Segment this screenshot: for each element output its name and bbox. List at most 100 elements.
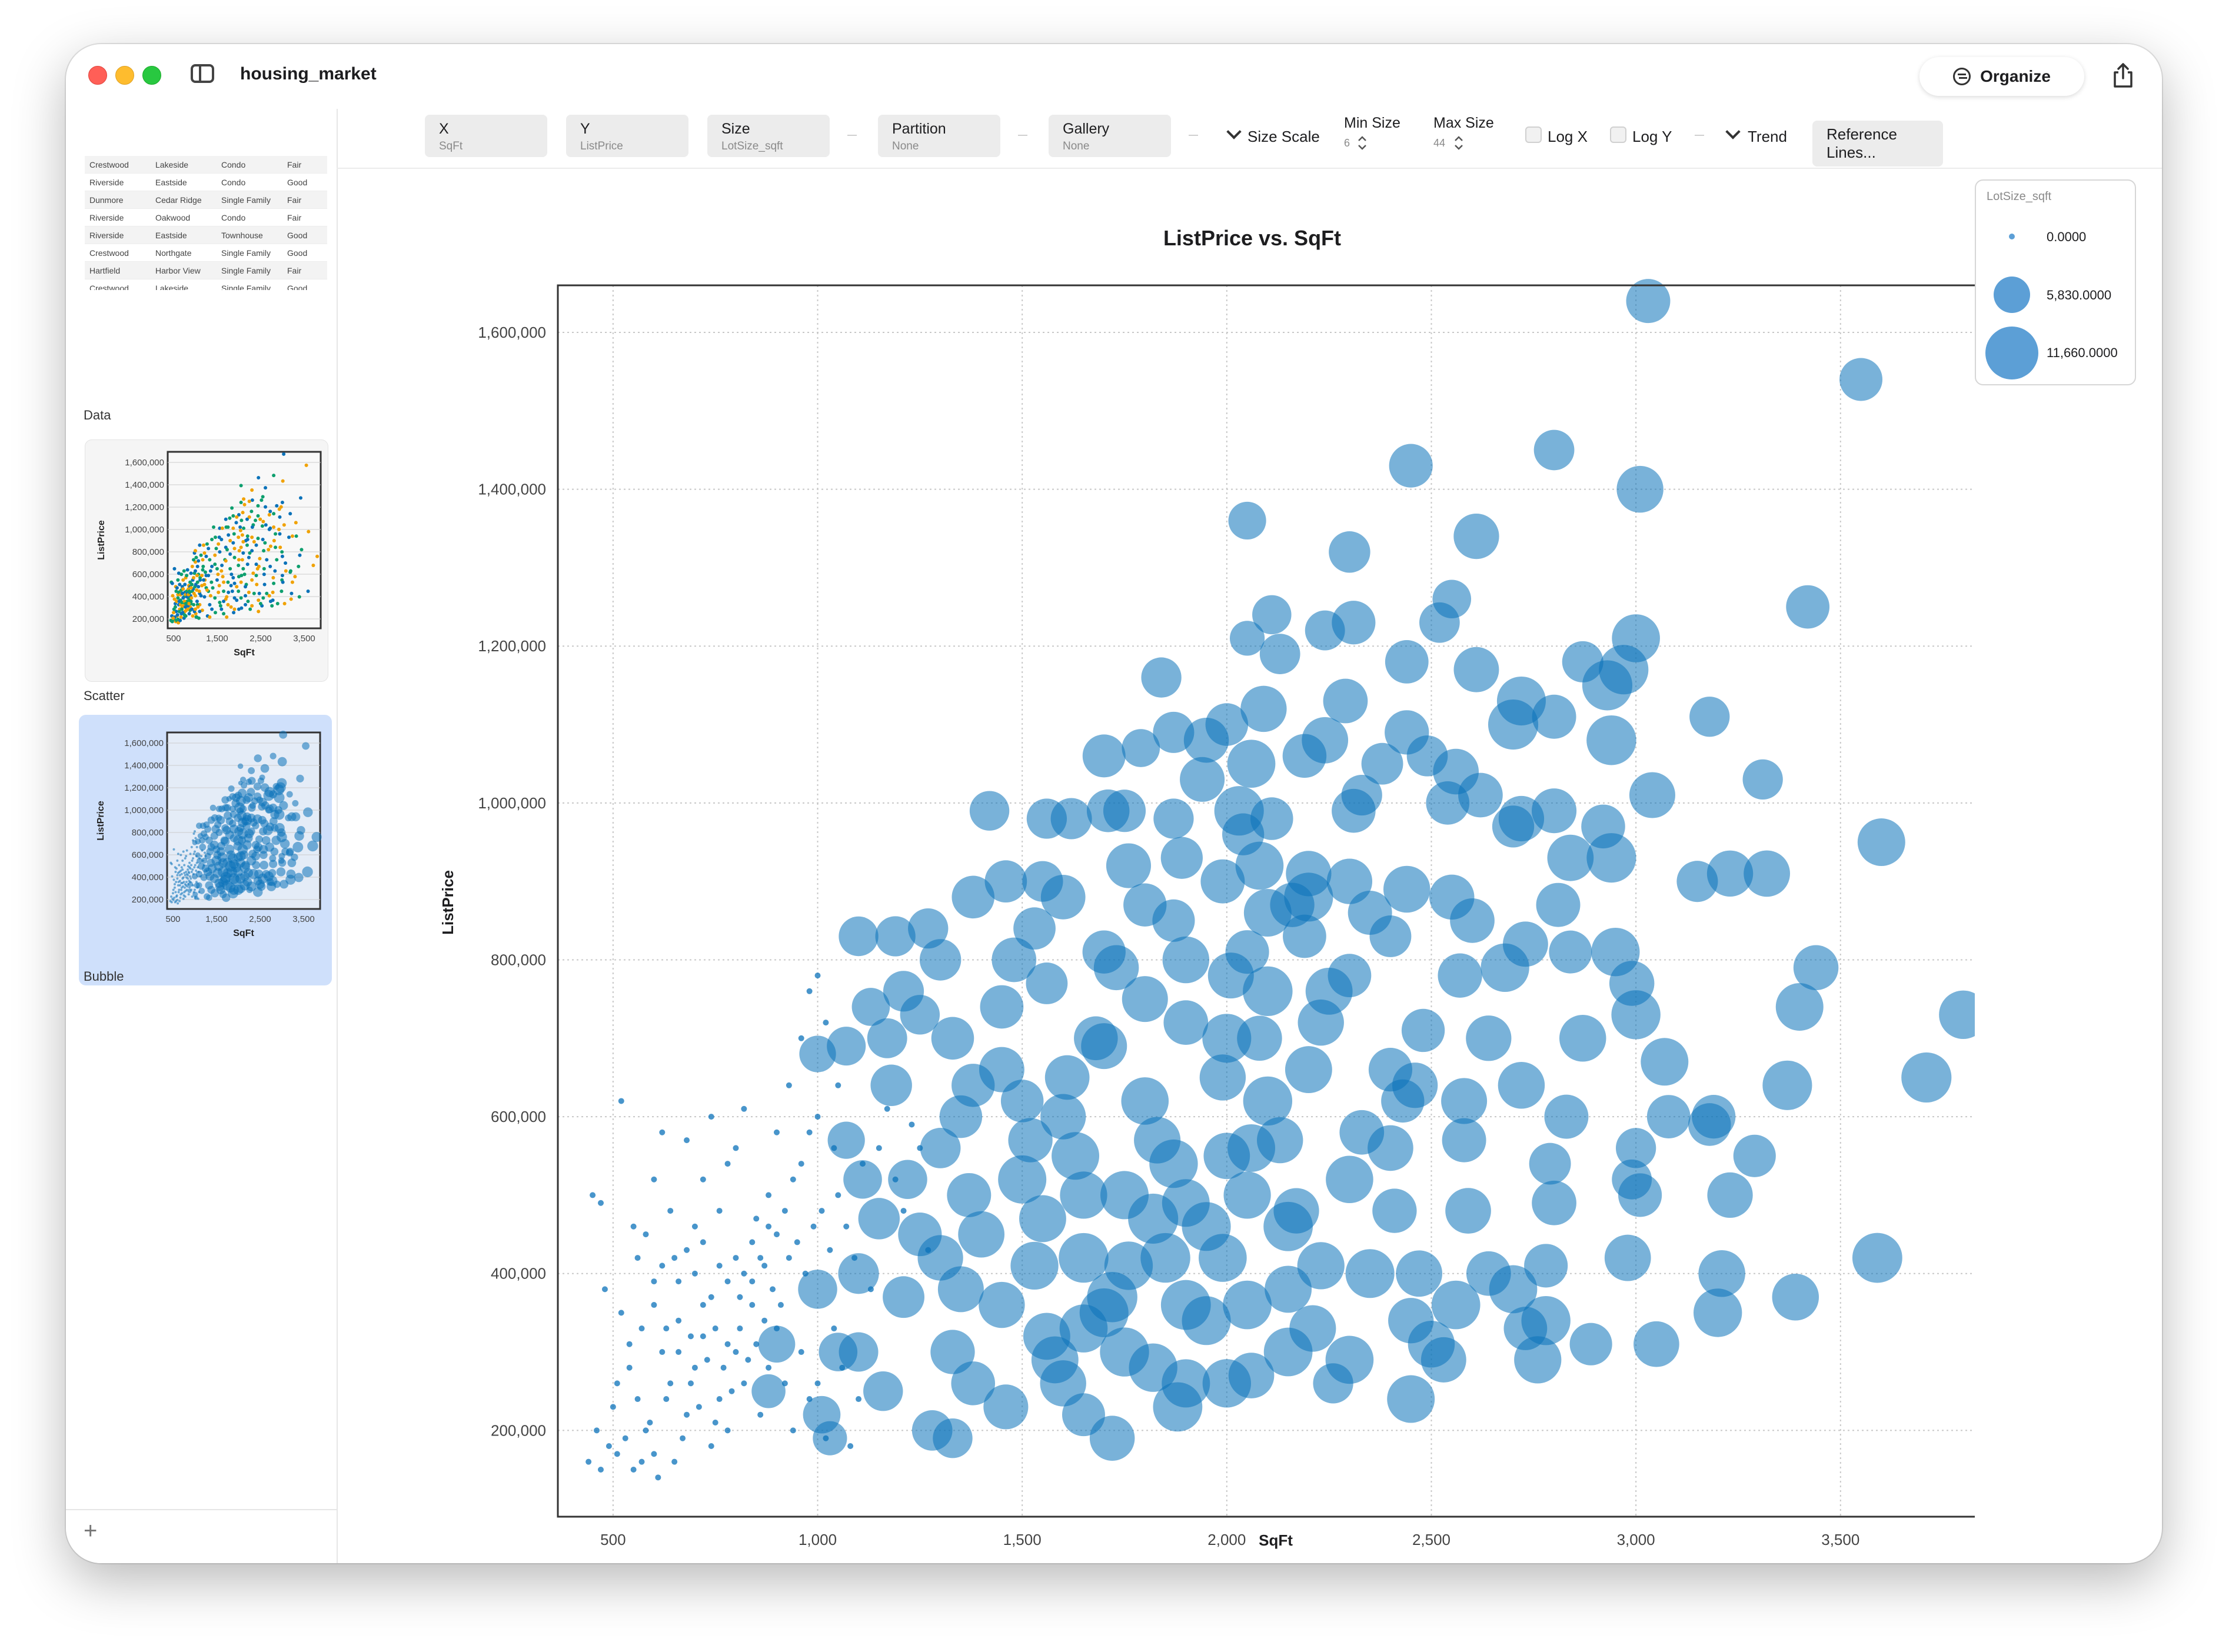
bubble-point[interactable] bbox=[831, 1325, 837, 1332]
bubble-point[interactable] bbox=[839, 916, 879, 957]
bubble-point[interactable] bbox=[634, 1255, 641, 1261]
bubble-point[interactable] bbox=[1629, 772, 1675, 818]
bubble-point[interactable] bbox=[1326, 1155, 1373, 1204]
bubble-point[interactable] bbox=[1149, 1139, 1198, 1188]
bubble-point[interactable] bbox=[594, 1427, 600, 1434]
bubble-point[interactable] bbox=[827, 1027, 866, 1066]
bubble-point[interactable] bbox=[638, 1458, 645, 1465]
bubble-point[interactable] bbox=[876, 1145, 882, 1151]
bubble-point[interactable] bbox=[606, 1443, 612, 1450]
bubble-point[interactable] bbox=[1544, 1094, 1589, 1139]
bubble-point[interactable] bbox=[1706, 850, 1754, 897]
bubble-point[interactable] bbox=[786, 1082, 792, 1088]
bubble-point[interactable] bbox=[766, 1364, 772, 1371]
bubble-point[interactable] bbox=[1939, 990, 1975, 1039]
bubble-point[interactable] bbox=[626, 1341, 633, 1347]
bubble-point[interactable] bbox=[1532, 694, 1576, 739]
bubble-point[interactable] bbox=[716, 1396, 723, 1403]
bubble-point[interactable] bbox=[691, 1270, 698, 1277]
bubble-point[interactable] bbox=[1229, 621, 1265, 656]
bubble-point[interactable] bbox=[1106, 843, 1152, 888]
bubble-point[interactable] bbox=[814, 1114, 821, 1120]
bubble-point[interactable] bbox=[998, 1155, 1047, 1204]
bubble-point[interactable] bbox=[601, 1286, 608, 1293]
bubble-point[interactable] bbox=[951, 1361, 996, 1405]
bubble-point[interactable] bbox=[794, 1239, 800, 1245]
bubble-point[interactable] bbox=[1329, 531, 1370, 573]
bubble-point[interactable] bbox=[851, 988, 890, 1026]
close-window-button[interactable] bbox=[88, 66, 107, 85]
bubble-point[interactable] bbox=[1121, 1077, 1169, 1125]
bubble-point[interactable] bbox=[1182, 1202, 1231, 1251]
bubble-point[interactable] bbox=[819, 1333, 858, 1371]
max-size-value[interactable]: 44 bbox=[1433, 137, 1446, 149]
bubble-point[interactable] bbox=[761, 1263, 768, 1269]
bubble-point[interactable] bbox=[1013, 907, 1056, 950]
bubble-point[interactable] bbox=[1387, 1375, 1435, 1423]
bubble-point[interactable] bbox=[704, 1357, 710, 1363]
bubble-point[interactable] bbox=[1368, 1125, 1413, 1171]
bubble-point[interactable] bbox=[1604, 1234, 1651, 1281]
bubble-point[interactable] bbox=[647, 1420, 653, 1426]
bubble-point[interactable] bbox=[691, 1364, 698, 1371]
bubble-point[interactable] bbox=[659, 1129, 666, 1135]
y-field-selector[interactable]: Y ListPrice bbox=[566, 115, 688, 157]
bubble-point[interactable] bbox=[1547, 834, 1594, 881]
bubble-point[interactable] bbox=[716, 1208, 723, 1214]
bubble-point[interactable] bbox=[958, 1211, 1005, 1258]
bubble-point[interactable] bbox=[1008, 1118, 1053, 1163]
bubble-point[interactable] bbox=[651, 1451, 657, 1457]
bubble-point[interactable] bbox=[1615, 1128, 1656, 1168]
bubble-point[interactable] bbox=[1202, 1359, 1252, 1408]
bubble-point[interactable] bbox=[643, 1427, 649, 1434]
bubble-point[interactable] bbox=[1305, 610, 1345, 651]
bubble-point[interactable] bbox=[1901, 1052, 1952, 1103]
bubble-point[interactable] bbox=[659, 1263, 666, 1269]
bubble-point[interactable] bbox=[733, 1145, 739, 1151]
bubble-point[interactable] bbox=[655, 1474, 661, 1481]
bubble-point[interactable] bbox=[1793, 945, 1839, 991]
bubble-point[interactable] bbox=[937, 1266, 984, 1313]
size-scale-toggle[interactable]: Size Scale bbox=[1247, 128, 1320, 145]
bubble-point[interactable] bbox=[1332, 788, 1376, 833]
bubble-point[interactable] bbox=[856, 1396, 862, 1403]
bubble-point[interactable] bbox=[1368, 1048, 1413, 1092]
bubble-point[interactable] bbox=[919, 939, 962, 981]
bubble-point[interactable] bbox=[979, 1281, 1025, 1328]
size-scale-chevron-icon[interactable] bbox=[1226, 124, 1242, 139]
bubble-point[interactable] bbox=[1263, 1201, 1313, 1251]
bubble-point[interactable] bbox=[753, 1341, 760, 1347]
min-size-value[interactable]: 6 bbox=[1344, 137, 1350, 149]
bubble-point[interactable] bbox=[1153, 798, 1194, 839]
bubble-point[interactable] bbox=[1263, 1327, 1313, 1377]
bubble-point[interactable] bbox=[875, 916, 916, 957]
bubble-point[interactable] bbox=[724, 1161, 731, 1167]
bubble-point[interactable] bbox=[773, 1231, 780, 1238]
scatter-thumbnail[interactable]: 1,600,000 1,400,000 1,200,000 1,000,000 800,… bbox=[85, 439, 328, 682]
bubble-point[interactable] bbox=[1489, 1265, 1538, 1314]
bubble-point[interactable] bbox=[1160, 837, 1203, 879]
bubble-point[interactable] bbox=[1223, 1171, 1271, 1219]
bubble-point[interactable] bbox=[1199, 1054, 1246, 1101]
bubble-point[interactable] bbox=[1857, 818, 1905, 866]
bubble-point[interactable] bbox=[1228, 501, 1266, 540]
bubble-point[interactable] bbox=[806, 1129, 813, 1135]
bubble-point[interactable] bbox=[930, 1330, 975, 1374]
bubble-point[interactable] bbox=[847, 1443, 854, 1450]
bubble-point[interactable] bbox=[676, 1317, 682, 1324]
bubble-point[interactable] bbox=[1345, 1249, 1395, 1298]
bubble-point[interactable] bbox=[1852, 1233, 1902, 1283]
bubble-point[interactable] bbox=[1305, 967, 1353, 1015]
bubble-point[interactable] bbox=[766, 1192, 772, 1198]
bubble-point[interactable] bbox=[777, 1302, 784, 1308]
bubble-point[interactable] bbox=[720, 1364, 727, 1371]
bubble-point[interactable] bbox=[598, 1200, 604, 1206]
bubble-point[interactable] bbox=[1396, 1250, 1443, 1297]
bubble-point[interactable] bbox=[1438, 953, 1482, 998]
bubble-point[interactable] bbox=[1453, 513, 1499, 559]
bubble-point[interactable] bbox=[984, 860, 1027, 903]
partition-field-selector[interactable]: Partition None bbox=[878, 115, 1000, 157]
bubble-point[interactable] bbox=[1401, 1008, 1445, 1053]
bubble-point[interactable] bbox=[835, 1192, 841, 1198]
bubble-point[interactable] bbox=[1010, 1241, 1059, 1290]
